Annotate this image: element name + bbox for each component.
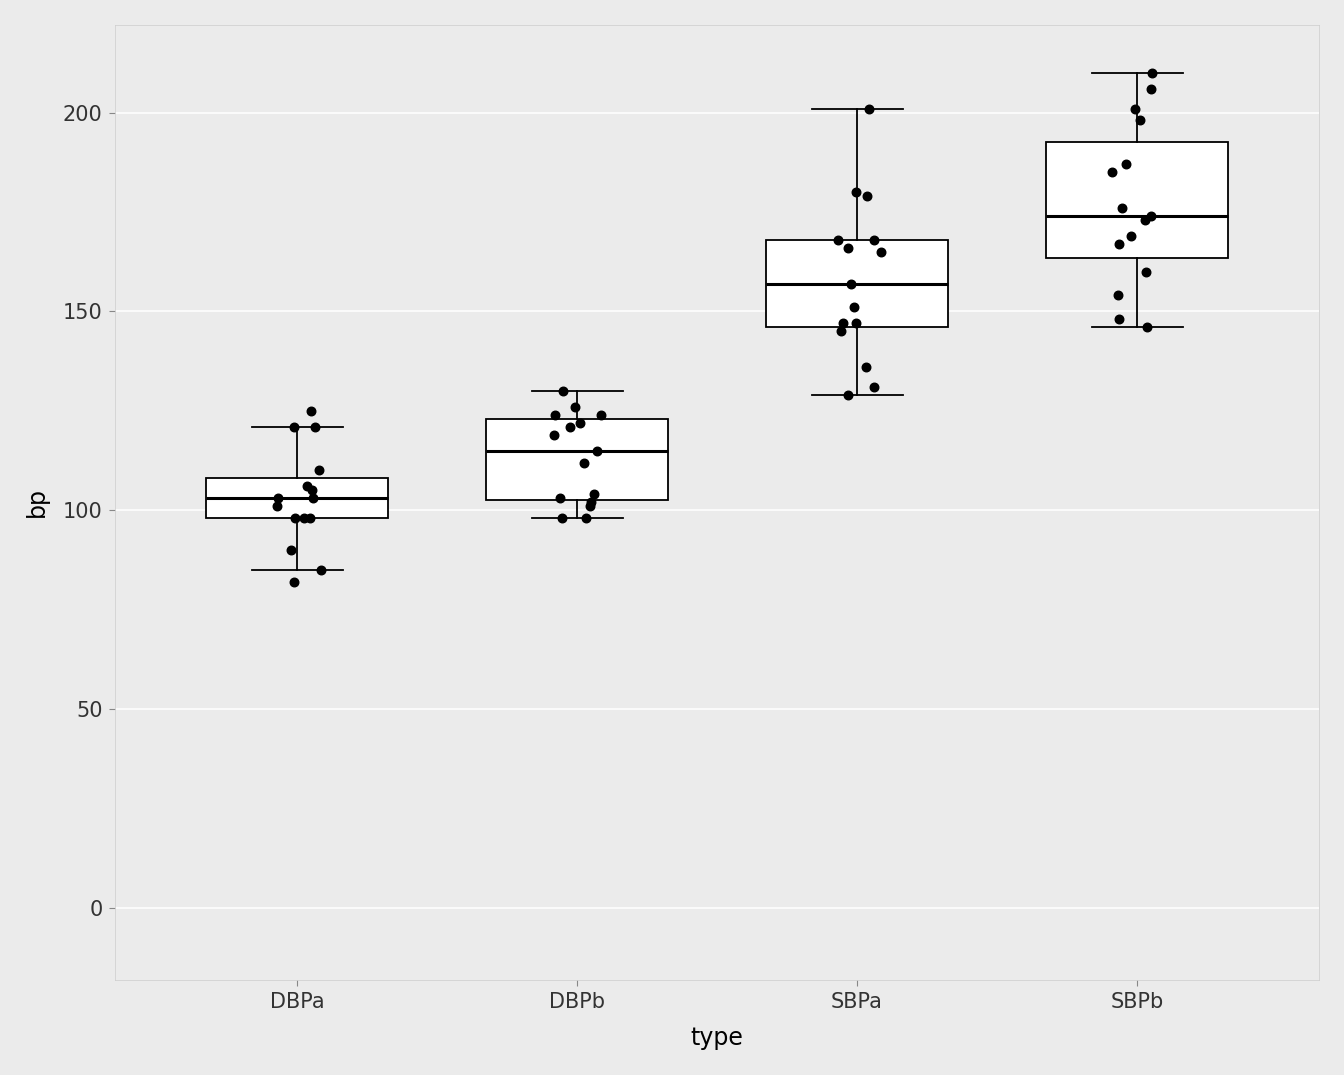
- Point: [837, 239, 859, 256]
- Point: [266, 498, 288, 515]
- Point: [586, 442, 607, 459]
- Point: [548, 490, 570, 507]
- Point: [1136, 263, 1157, 281]
- Point: [559, 418, 581, 435]
- Point: [590, 406, 612, 424]
- PathPatch shape: [487, 419, 668, 500]
- Point: [293, 510, 314, 527]
- Point: [856, 187, 878, 204]
- Point: [284, 573, 305, 590]
- Point: [1111, 199, 1133, 216]
- Point: [310, 561, 332, 578]
- Point: [579, 498, 601, 515]
- Point: [583, 486, 605, 503]
- Point: [863, 378, 884, 396]
- Point: [301, 482, 323, 499]
- Point: [267, 490, 289, 507]
- Point: [1130, 112, 1152, 129]
- Point: [569, 414, 590, 431]
- X-axis label: type: type: [691, 1026, 743, 1050]
- Point: [837, 386, 859, 403]
- Point: [859, 100, 880, 117]
- Point: [1134, 212, 1156, 229]
- Point: [831, 322, 852, 340]
- Point: [828, 231, 849, 248]
- Point: [863, 231, 884, 248]
- Point: [840, 275, 862, 292]
- Point: [302, 490, 324, 507]
- Point: [564, 398, 586, 415]
- Point: [845, 315, 867, 332]
- Point: [581, 493, 602, 511]
- Point: [855, 358, 876, 375]
- Point: [1107, 311, 1129, 328]
- Point: [544, 406, 566, 424]
- Point: [284, 418, 305, 435]
- Point: [573, 454, 594, 471]
- Point: [305, 418, 327, 435]
- Point: [296, 477, 317, 494]
- Point: [575, 510, 597, 527]
- Point: [551, 510, 573, 527]
- Point: [1102, 163, 1124, 181]
- Point: [1116, 156, 1137, 173]
- Point: [1107, 287, 1129, 304]
- Point: [1137, 318, 1159, 335]
- PathPatch shape: [1046, 142, 1228, 258]
- Y-axis label: bp: bp: [26, 487, 48, 517]
- PathPatch shape: [766, 240, 948, 327]
- Point: [1141, 80, 1163, 97]
- Point: [543, 426, 564, 443]
- Point: [845, 184, 867, 201]
- Point: [280, 542, 301, 559]
- Point: [843, 299, 864, 316]
- Point: [1124, 100, 1145, 117]
- Point: [1107, 235, 1129, 253]
- Point: [552, 383, 574, 400]
- Point: [1141, 207, 1163, 225]
- Point: [284, 510, 305, 527]
- Point: [300, 510, 321, 527]
- Point: [300, 402, 321, 419]
- Point: [870, 243, 891, 260]
- Point: [1121, 227, 1142, 244]
- Point: [832, 315, 853, 332]
- PathPatch shape: [206, 478, 388, 518]
- Point: [1141, 64, 1163, 82]
- Point: [308, 462, 329, 479]
